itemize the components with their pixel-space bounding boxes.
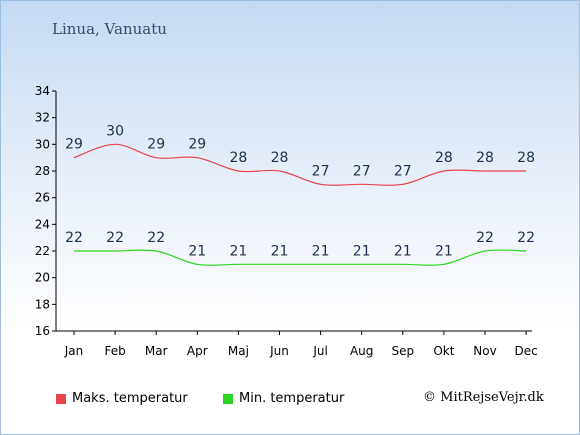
data-label: 27 [394, 163, 412, 179]
x-tick-label: Mar [145, 344, 168, 358]
data-label: 21 [271, 243, 289, 259]
y-tick-label: 24 [35, 217, 50, 231]
x-tick-label: Dec [514, 344, 537, 358]
data-label: 21 [353, 243, 371, 259]
data-label: 22 [476, 230, 494, 246]
x-tick-label: Jan [64, 344, 84, 358]
x-tick-label: Nov [473, 344, 496, 358]
data-label: 28 [435, 150, 453, 166]
y-tick-label: 22 [35, 244, 50, 258]
x-tick-label: Sep [391, 344, 414, 358]
data-label: 22 [147, 230, 165, 246]
data-label: 29 [188, 137, 206, 153]
y-tick-label: 32 [35, 111, 50, 125]
y-tick-label: 30 [35, 137, 50, 151]
data-label: 28 [229, 150, 247, 166]
y-tick-label: 16 [35, 324, 50, 338]
x-tick-label: Okt [433, 344, 454, 358]
series-line-min [73, 249, 527, 266]
x-tick-label: Aug [350, 344, 373, 358]
data-label: 21 [312, 243, 330, 259]
data-label: 29 [147, 137, 165, 153]
y-tick-label: 18 [35, 297, 50, 311]
y-tick-label: 20 [35, 271, 50, 285]
data-label: 28 [271, 150, 289, 166]
y-tick-label: 34 [35, 84, 50, 98]
data-label: 29 [65, 137, 83, 153]
data-label: 28 [517, 150, 535, 166]
chart-title: Linua, Vanuatu [52, 20, 167, 38]
data-label: 27 [353, 163, 371, 179]
data-label: 21 [435, 243, 453, 259]
credit-text: © MitRejseVejr.dk [423, 390, 544, 405]
data-label: 21 [188, 243, 206, 259]
y-tick-label: 26 [35, 191, 50, 205]
x-tick-label: Apr [187, 344, 208, 358]
data-label: 22 [106, 230, 124, 246]
data-label: 21 [394, 243, 412, 259]
x-tick-label: Feb [104, 344, 125, 358]
series-line-max [73, 143, 527, 186]
x-tick-label: Jul [312, 344, 327, 358]
data-label: 28 [476, 150, 494, 166]
data-label: 30 [106, 123, 124, 139]
data-label: 22 [65, 230, 83, 246]
y-tick-label: 28 [35, 164, 50, 178]
data-label: 21 [229, 243, 247, 259]
data-label: 27 [312, 163, 330, 179]
data-label: 22 [517, 230, 535, 246]
x-tick-label: Maj [228, 344, 249, 358]
x-tick-label: Jun [269, 344, 289, 358]
